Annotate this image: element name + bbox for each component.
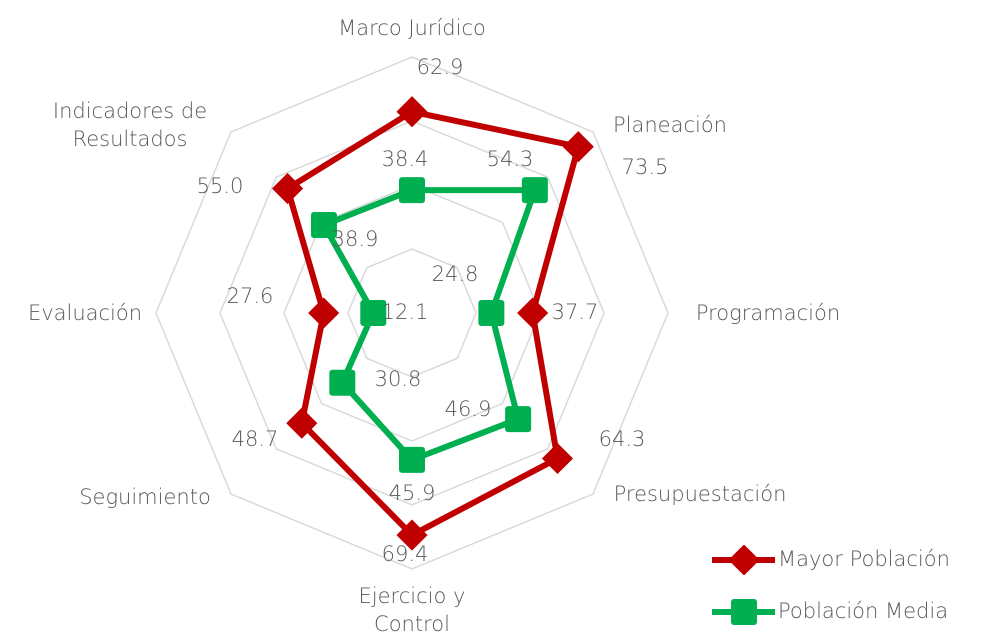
value-label: 30.8 [375, 367, 422, 391]
value-label: 64.3 [599, 427, 646, 451]
category-label: Presupuestación [613, 482, 787, 506]
marker [360, 300, 387, 326]
marker [396, 96, 428, 128]
legend-marker [731, 599, 757, 625]
marker [310, 211, 337, 238]
marker [399, 177, 425, 204]
value-label: 54.3 [487, 147, 534, 171]
marker [478, 300, 505, 326]
marker [541, 442, 574, 475]
grid-ring [155, 56, 669, 570]
marker [517, 297, 549, 329]
marker [271, 172, 304, 205]
category-label: Ejercicio y Control [358, 584, 466, 636]
legend-label: Mayor Población [778, 547, 950, 571]
legend-label: Población Media [778, 599, 948, 623]
category-label: Planeación [612, 113, 727, 137]
marker [308, 297, 340, 329]
marker [396, 519, 428, 551]
value-label: 38.4 [382, 147, 429, 171]
value-label: 37.7 [552, 300, 599, 324]
grid-ring [219, 120, 605, 506]
grid-ring [347, 248, 477, 378]
marker [399, 446, 425, 473]
marker [286, 407, 318, 439]
value-label: 12.1 [382, 300, 429, 324]
value-label: 62.9 [417, 55, 464, 79]
value-label: 73.5 [622, 155, 669, 179]
category-label: Marco Jurídico [338, 16, 486, 40]
value-label: 24.8 [432, 262, 479, 286]
value-label: 45.9 [389, 481, 436, 505]
value-label: 69.4 [382, 542, 429, 566]
value-label: 55.0 [197, 174, 244, 198]
marker [329, 369, 356, 396]
legend-marker [728, 544, 760, 576]
value-label: 46.9 [445, 397, 492, 421]
category-label: Seguimiento [79, 485, 211, 509]
category-label: Evaluación [27, 301, 143, 325]
value-label: 38.9 [332, 227, 379, 251]
value-label: 48.7 [232, 427, 279, 451]
category-label: Indicadores de Resultados [52, 99, 208, 151]
value-label: 27.6 [227, 284, 274, 308]
marker [505, 406, 532, 433]
category-label: Programación [695, 301, 841, 325]
marker [521, 177, 548, 204]
